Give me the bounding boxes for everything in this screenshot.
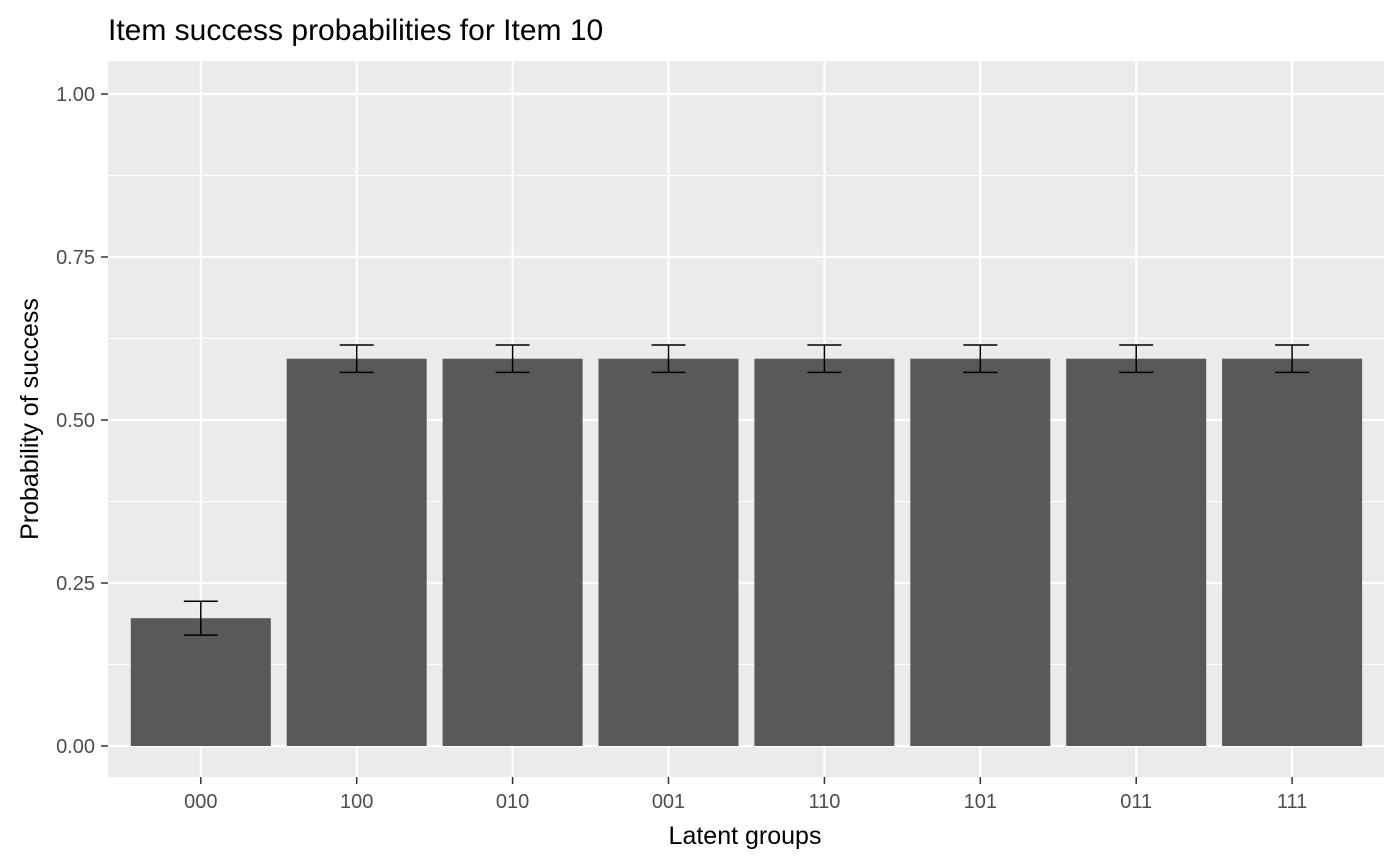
y-axis-title: Probability of success: [16, 298, 44, 540]
error-bar-100: [339, 344, 374, 374]
x-axis: 000 100 010 001 110 101 011 111: [184, 777, 1307, 813]
bar-111: [1222, 358, 1363, 746]
bar-000: [130, 618, 271, 746]
y-tick-label: 1.00: [56, 84, 95, 106]
y-tick-label: 0.50: [56, 410, 95, 432]
bar-110: [754, 358, 895, 746]
bar-011: [1066, 358, 1207, 746]
bar-100: [286, 358, 427, 746]
y-tick-label: 0.25: [56, 573, 95, 595]
error-bar-000: [183, 600, 218, 636]
x-tick-label: 001: [652, 791, 685, 813]
error-bar-101: [963, 344, 998, 374]
x-tick-label: 011: [1120, 791, 1152, 813]
x-axis-title: Latent groups: [669, 822, 822, 850]
x-tick-label: 100: [340, 791, 373, 813]
error-bar-011: [1119, 344, 1154, 374]
bar-010: [442, 358, 583, 746]
y-tick-label: 0.00: [56, 736, 95, 758]
error-bar-001: [651, 344, 686, 374]
error-bar-010: [495, 344, 530, 374]
bar-101: [910, 358, 1051, 746]
x-tick-label: 111: [1277, 791, 1307, 813]
x-tick-label: 010: [496, 791, 529, 813]
bar-001: [598, 358, 739, 746]
y-tick-label: 0.75: [56, 247, 95, 269]
y-axis: 0.00 0.25 0.50 0.75 1.00: [56, 84, 108, 758]
error-bars: [183, 344, 1310, 636]
error-bar-111: [1275, 344, 1310, 374]
bars: [130, 358, 1363, 746]
x-tick-label: 000: [184, 791, 217, 813]
error-bar-110: [807, 344, 842, 374]
x-tick-label: 110: [808, 791, 840, 813]
x-tick-label: 101: [964, 791, 997, 813]
chart-title: Item success probabilities for Item 10: [108, 14, 603, 47]
